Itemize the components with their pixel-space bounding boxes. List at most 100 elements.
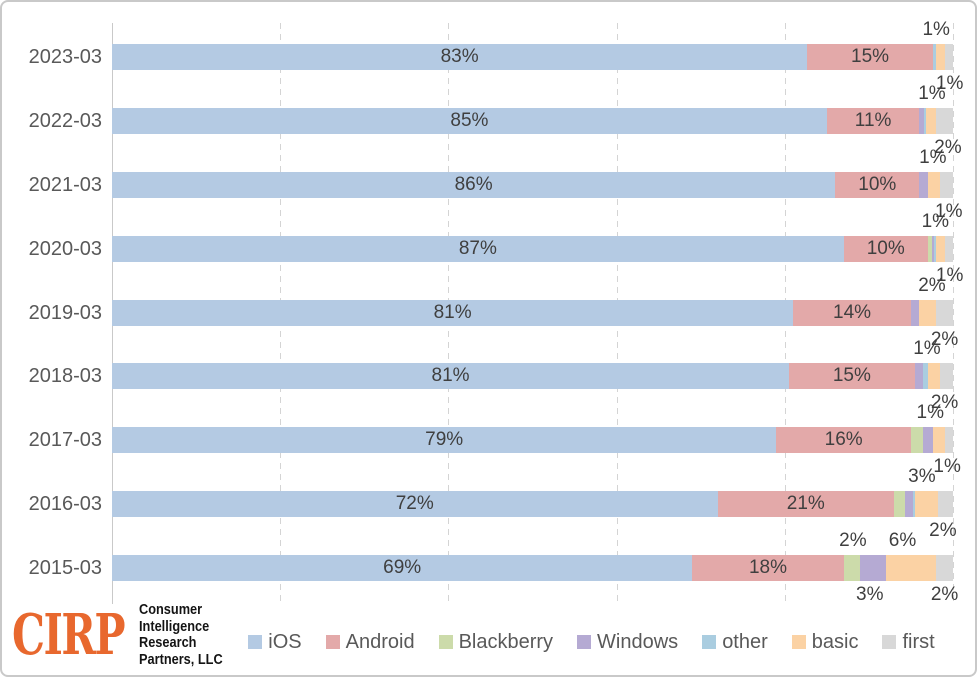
bar-segment-ios: 72%	[112, 491, 718, 518]
legend-item-other: other	[702, 632, 768, 652]
bar-segment-basic	[927, 363, 940, 390]
legend-label: Android	[345, 631, 415, 653]
bar-segment-other	[932, 44, 937, 70]
bar-segment-basic	[919, 299, 937, 326]
outside-label-above: 1%	[921, 210, 950, 232]
category-label: 2021-03	[28, 173, 102, 196]
legend-swatch-blackberry	[438, 635, 453, 649]
bar-segment-first	[940, 171, 953, 198]
stacked-bar: 81% 15%	[112, 363, 953, 390]
legend-label: other	[722, 631, 768, 653]
segment-data-label: 87%	[458, 237, 497, 259]
logo-text-line: Consumer	[139, 602, 203, 618]
bar-segment-basic	[926, 107, 937, 134]
outside-label-above: 1%	[919, 146, 947, 168]
outside-label-above: 2%	[839, 530, 867, 551]
bar-segment-android: 14%	[793, 299, 911, 326]
outside-label-above: 1%	[913, 338, 941, 360]
stacked-bar: 72% 21%	[112, 491, 953, 518]
bar-segment-first	[939, 363, 953, 390]
logo-text-line: Intelligence	[139, 618, 210, 635]
gridline	[953, 23, 954, 604]
segment-data-label: 79%	[425, 429, 464, 451]
legend-item-windows: Windows	[577, 632, 678, 652]
segment-data-label: 69%	[383, 557, 422, 578]
cirp-logo: CIRP Consumer Intelligence Research Part…	[12, 601, 235, 669]
bar-segment-windows	[860, 555, 886, 581]
legend-item-android: Android	[325, 631, 415, 653]
legend-item-blackberry: Blackberry	[438, 632, 553, 652]
legend-swatch-windows	[577, 635, 592, 649]
bar-segment-blackberry	[843, 555, 861, 581]
category-label: 2020-03	[28, 237, 102, 260]
bar-row: 87% 10% 1% 1%	[112, 211, 963, 285]
legend: iOS Android Blackberry Windows other basic fir…	[218, 627, 965, 657]
legend-item-ios: iOS	[248, 631, 302, 653]
segment-data-label: 81%	[431, 365, 470, 387]
bar-segment-first	[937, 491, 953, 518]
segment-data-label: 15%	[851, 46, 890, 67]
bar-segment-basic	[885, 555, 937, 581]
segment-data-label: 85%	[450, 109, 489, 131]
bar-row: 81% 14% 2% 2%	[112, 275, 958, 349]
bar-segment-basic	[936, 235, 945, 262]
legend-label: iOS	[268, 631, 302, 653]
bar-segment-blackberry	[894, 491, 906, 518]
outside-label-below: 2%	[930, 328, 959, 350]
bar-segment-android: 10%	[843, 235, 928, 262]
bar-segment-android: 15%	[789, 363, 915, 390]
bar-segment-basic	[915, 491, 938, 518]
outside-label-above: 6%	[888, 530, 917, 551]
bar-segment-ios: 85%	[112, 107, 827, 134]
legend-swatch-basic	[791, 635, 806, 649]
legend-swatch-ios	[248, 635, 263, 649]
outside-label-below: 2%	[929, 520, 957, 542]
stacked-bar: 87% 10%	[112, 235, 953, 262]
segment-data-label: 86%	[454, 173, 493, 195]
stacked-bar: 85% 11%	[112, 107, 953, 134]
bar-segment-first	[936, 107, 953, 134]
category-label: 2022-03	[28, 109, 102, 132]
outside-label-below: 1%	[935, 73, 964, 94]
bar-segment-windows	[919, 107, 925, 134]
plot-area: 83% 15% 1% 1% 85% 11% 1% 2% 86% 10% 1% 1% 87% 10% 1% 1%…	[112, 19, 963, 605]
logo-text-line: Partners, LLC	[139, 651, 224, 668]
category-label: 2015-03	[28, 557, 102, 579]
bar-segment-android: 21%	[717, 491, 895, 518]
bar-row: 72% 21% 3% 2%	[112, 467, 957, 541]
bar-segment-basic	[932, 427, 945, 454]
bar-segment-other	[922, 363, 928, 390]
outside-label-below: 3%	[856, 584, 884, 605]
outside-label-below: 2%	[930, 584, 959, 605]
segment-data-label: 83%	[440, 46, 479, 67]
segment-data-label: 72%	[395, 493, 434, 515]
legend-label: Windows	[597, 631, 679, 653]
stacked-bar: 86% 10%	[112, 171, 953, 198]
segment-data-label: 81%	[433, 301, 472, 323]
bar-segment-basic	[927, 171, 941, 198]
bar-row: 86% 10% 1% 1%	[112, 147, 963, 221]
bar-segment-ios: 86%	[112, 171, 836, 198]
outside-label-above: 1%	[922, 19, 950, 40]
legend-swatch-other	[702, 635, 717, 649]
bar-segment-ios: 81%	[112, 363, 790, 390]
bar-segment-android: 18%	[692, 555, 844, 581]
stacked-bar: 79% 16%	[112, 427, 953, 454]
bar-segment-android: 10%	[835, 171, 920, 198]
bar-segment-windows	[905, 491, 914, 518]
legend-item-first: first	[882, 632, 935, 652]
bar-row: 69% 18% 2% 6% 3% 2%	[112, 531, 958, 605]
outside-label-above: 1%	[916, 402, 945, 424]
bar-segment-first	[944, 44, 953, 70]
outside-label-above: 3%	[908, 466, 936, 488]
category-label: 2023-03	[28, 46, 102, 68]
outside-label-below: 1%	[935, 264, 964, 286]
bar-segment-first	[944, 235, 953, 262]
y-axis-category-labels: 2023-03 2022-03 2021-03 2020-03 2019-03 2018-…	[8, 23, 102, 604]
bar-row: 81% 15% 1% 2%	[112, 339, 958, 413]
segment-data-label: 14%	[833, 301, 872, 323]
bar-segment-android: 11%	[826, 107, 920, 134]
bar-segment-blackberry	[910, 427, 923, 454]
bar-segment-blackberry	[927, 235, 932, 262]
logo-text-line: Research	[139, 635, 197, 651]
